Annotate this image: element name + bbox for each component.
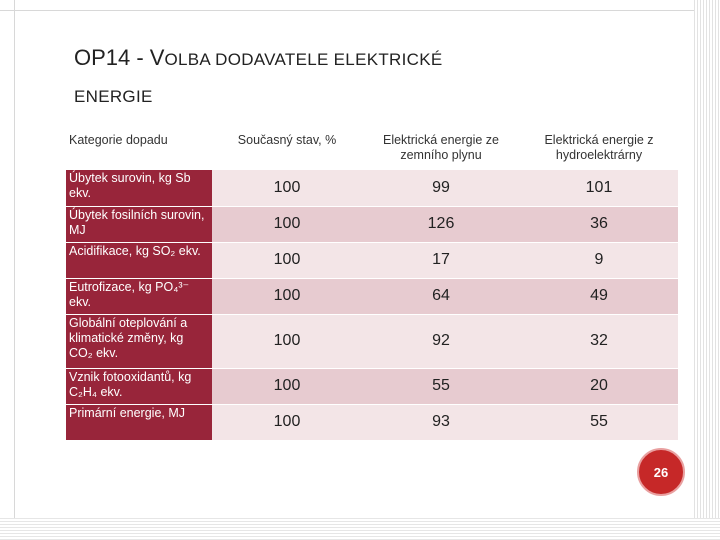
table-header-row: Kategorie dopadu Současný stav, % Elektr… bbox=[66, 130, 678, 170]
table-row: Úbytek surovin, kg Sb ekv. 100 99 101 bbox=[66, 170, 678, 207]
row-category: Globální oteplování a klimatické změny, … bbox=[66, 314, 212, 369]
slide-title: OP14 - VOLBA DODAVATELE ELEKTRICKÉ ENERG… bbox=[74, 40, 634, 115]
frame-right-stripes bbox=[694, 0, 720, 540]
cell-gas: 17 bbox=[362, 242, 520, 279]
cell-gas: 99 bbox=[362, 170, 520, 207]
table-row: Primární energie, MJ 100 93 55 bbox=[66, 404, 678, 441]
cell-gas: 55 bbox=[362, 368, 520, 405]
cell-hydro: 55 bbox=[520, 404, 678, 441]
header-current-state: Současný stav, % bbox=[212, 130, 362, 170]
cell-hydro: 20 bbox=[520, 368, 678, 405]
page-number-badge: 26 bbox=[637, 448, 685, 496]
cell-hydro: 36 bbox=[520, 206, 678, 243]
frame-bottom-stripes bbox=[0, 518, 720, 540]
cell-gas: 92 bbox=[362, 314, 520, 369]
cell-hydro: 101 bbox=[520, 170, 678, 207]
impact-table: Kategorie dopadu Současný stav, % Elektr… bbox=[66, 130, 678, 441]
row-category: Vznik fotooxidantů, kg C₂H₄ ekv. bbox=[66, 368, 212, 405]
table-row: Eutrofizace, kg PO₄³⁻ ekv. 100 64 49 bbox=[66, 278, 678, 315]
cell-hydro: 32 bbox=[520, 314, 678, 369]
frame-top-line bbox=[0, 10, 700, 11]
cell-current: 100 bbox=[212, 278, 362, 315]
cell-current: 100 bbox=[212, 242, 362, 279]
header-natural-gas: Elektrická energie ze zemního plynu bbox=[362, 130, 520, 170]
title-part-3: ENERGIE bbox=[74, 87, 153, 106]
title-part-2: OLBA DODAVATELE ELEKTRICKÉ bbox=[164, 50, 443, 69]
cell-gas: 93 bbox=[362, 404, 520, 441]
cell-hydro: 49 bbox=[520, 278, 678, 315]
row-category: Úbytek surovin, kg Sb ekv. bbox=[66, 170, 212, 207]
cell-gas: 64 bbox=[362, 278, 520, 315]
title-part-1: OP14 - V bbox=[74, 45, 165, 70]
table-row: Acidifikace, kg SO₂ ekv. 100 17 9 bbox=[66, 242, 678, 279]
header-category: Kategorie dopadu bbox=[66, 130, 212, 170]
table-row: Úbytek fosilních surovin, MJ 100 126 36 bbox=[66, 206, 678, 243]
cell-hydro: 9 bbox=[520, 242, 678, 279]
cell-current: 100 bbox=[212, 206, 362, 243]
cell-current: 100 bbox=[212, 368, 362, 405]
cell-current: 100 bbox=[212, 314, 362, 369]
row-category: Úbytek fosilních surovin, MJ bbox=[66, 206, 212, 243]
table-row: Globální oteplování a klimatické změny, … bbox=[66, 314, 678, 369]
row-category: Eutrofizace, kg PO₄³⁻ ekv. bbox=[66, 278, 212, 315]
row-category: Acidifikace, kg SO₂ ekv. bbox=[66, 242, 212, 279]
cell-current: 100 bbox=[212, 170, 362, 207]
cell-current: 100 bbox=[212, 404, 362, 441]
table-row: Vznik fotooxidantů, kg C₂H₄ ekv. 100 55 … bbox=[66, 368, 678, 405]
cell-gas: 126 bbox=[362, 206, 520, 243]
row-category: Primární energie, MJ bbox=[66, 404, 212, 441]
frame-left-line bbox=[14, 0, 15, 528]
header-hydro: Elektrická energie z hydroelektrárny bbox=[520, 130, 678, 170]
